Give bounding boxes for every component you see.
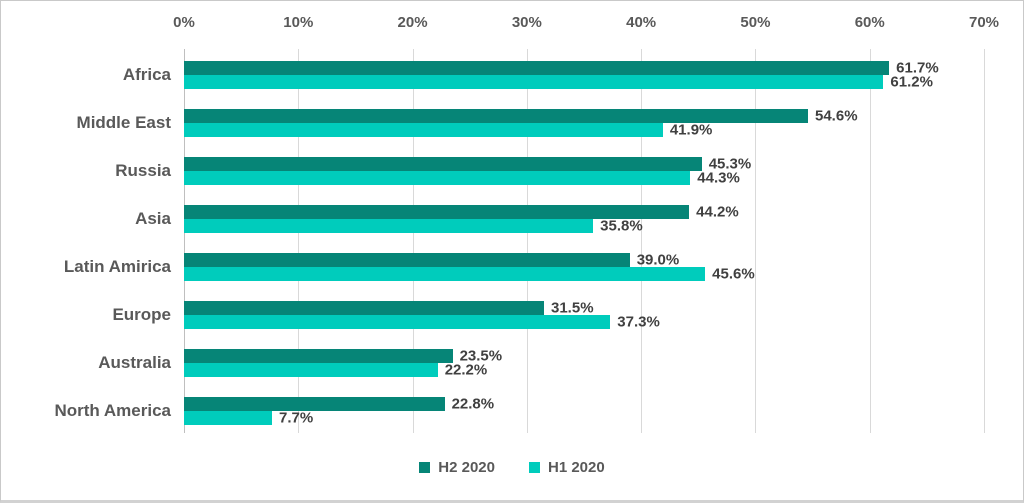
bar-h1-2020[interactable] [184, 219, 594, 233]
bar-h1-2020[interactable] [184, 123, 663, 137]
x-axis-tick-label: 50% [740, 14, 771, 31]
data-label: 44.2% [696, 203, 739, 221]
legend-item-h1-2020[interactable]: H1 2020 [529, 459, 605, 476]
x-axis-tick-label: 0% [173, 14, 195, 31]
gridline [984, 49, 985, 433]
gridline [641, 49, 643, 433]
gridline [526, 49, 528, 433]
data-label: 61.2% [890, 73, 933, 91]
bar-h2-2020[interactable] [184, 157, 702, 171]
data-label: 45.3% [708, 155, 752, 173]
x-axis-tick-label: 20% [397, 14, 428, 31]
bar-h2-2020[interactable] [184, 205, 690, 219]
data-label: 22.8% [451, 395, 495, 413]
category-label: Asia [135, 209, 171, 228]
legend-swatch-icon [529, 462, 540, 473]
data-label: 41.9% [669, 121, 713, 139]
data-label: 54.6% [815, 107, 858, 125]
bar-h2-2020[interactable] [184, 253, 630, 267]
category-label: Latin Amirica [63, 257, 171, 276]
bar-h2-2020[interactable] [184, 301, 544, 315]
bar-h1-2020[interactable] [184, 363, 438, 377]
gridline [869, 49, 871, 433]
x-axis-tick-label: 60% [854, 14, 885, 31]
legend: H2 2020 H1 2020 [1, 459, 1023, 476]
bar-h1-2020[interactable] [184, 315, 611, 329]
data-label: 22.2% [444, 361, 488, 379]
data-label: 31.5% [551, 299, 594, 317]
gridline [755, 49, 757, 433]
bar-h1-2020[interactable] [184, 411, 272, 425]
y-axis-line [184, 49, 185, 433]
category-label: North America [54, 401, 171, 420]
bar-h2-2020[interactable] [184, 397, 445, 411]
data-label: 61.7% [896, 59, 939, 77]
data-label: 45.6% [712, 265, 755, 283]
category-label: Europe [112, 305, 171, 324]
gridline [412, 49, 414, 433]
category-label: Australia [98, 353, 171, 372]
data-label: 39.0% [636, 251, 680, 269]
bar-h2-2020[interactable] [184, 109, 808, 123]
legend-swatch-icon [419, 462, 431, 473]
data-label: 23.5% [459, 347, 503, 365]
gridline [298, 49, 300, 433]
legend-label: H2 2020 [438, 459, 495, 476]
category-label: Middle East [76, 113, 171, 132]
bar-h2-2020[interactable] [184, 61, 890, 75]
bar-h2-2020[interactable] [184, 349, 453, 363]
data-label: 44.3% [697, 169, 740, 187]
bar-h1-2020[interactable] [184, 171, 691, 185]
bar-h1-2020[interactable] [184, 75, 884, 89]
x-axis-tick-label: 70% [968, 14, 1000, 31]
legend-item-h2-2020[interactable]: H2 2020 [419, 459, 495, 476]
bar-h1-2020[interactable] [184, 267, 706, 281]
x-axis-tick-label: 40% [626, 14, 657, 31]
data-label: 37.3% [617, 313, 660, 331]
data-label: 7.7% [279, 409, 314, 427]
category-label: Russia [115, 161, 171, 180]
x-axis-tick-label: 30% [511, 14, 542, 31]
category-label: Africa [122, 65, 171, 84]
data-label: 35.8% [600, 217, 643, 235]
legend-label: H1 2020 [548, 459, 605, 476]
x-axis-tick-label: 10% [283, 14, 314, 31]
